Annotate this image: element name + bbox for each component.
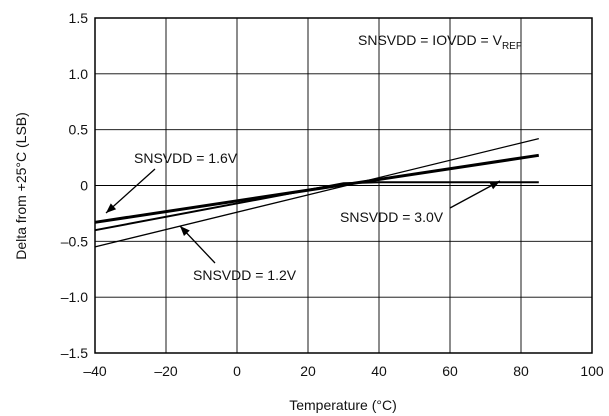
x-tick-label: 20 [300, 363, 316, 379]
pointer-snsvdd-1-6v-leader [105, 168, 156, 214]
series-group [94, 137, 540, 248]
x-tick-label: 60 [442, 363, 458, 379]
series-line-2 [94, 181, 539, 232]
x-axis-label: Temperature (°C) [289, 397, 397, 413]
pointer-snsvdd-1-6v-arrowhead [106, 203, 117, 213]
x-tick-label: 80 [513, 363, 529, 379]
x-tick-label: 40 [371, 363, 387, 379]
annotation-pointers [105, 168, 501, 264]
y-tick-label: –0.5 [61, 233, 88, 249]
y-tick-labels: 1.5 1.0 0.5 0 –0.5 –1.0 –1.5 [61, 10, 88, 361]
y-axis-label: Delta from +25°C (LSB) [13, 112, 29, 260]
x-tick-label: 100 [580, 363, 604, 379]
condition-annotation-subscript: REF [502, 41, 522, 52]
condition-annotation-main: SNSVDD = IOVDD = V [358, 32, 503, 48]
x-tick-labels: –40 –20 0 20 40 60 80 100 [83, 363, 604, 379]
y-tick-label: 1.0 [69, 66, 89, 82]
y-tick-label: –1.0 [61, 289, 88, 305]
x-tick-label: 0 [233, 363, 241, 379]
y-tick-label: 1.5 [69, 10, 89, 26]
pointer-snsvdd-1-2v-arrowhead [180, 226, 190, 237]
label-snsvdd-3-0v: SNSVDD = 3.0V [340, 209, 444, 225]
series-line-0 [94, 137, 539, 248]
y-tick-label: 0.5 [69, 122, 89, 138]
label-snsvdd-1-2v: SNSVDD = 1.2V [193, 267, 297, 283]
pointer-snsvdd-3-0v-arrowhead [489, 181, 500, 190]
plot-frame [94, 17, 593, 354]
x-tick-label: –20 [154, 363, 178, 379]
y-tick-label: 0 [80, 178, 88, 194]
condition-annotation: SNSVDD = IOVDD = VREF [358, 32, 522, 52]
y-tick-label: –1.5 [61, 345, 88, 361]
label-snsvdd-1-6v: SNSVDD = 1.6V [134, 150, 238, 166]
x-tick-label: –40 [83, 363, 107, 379]
